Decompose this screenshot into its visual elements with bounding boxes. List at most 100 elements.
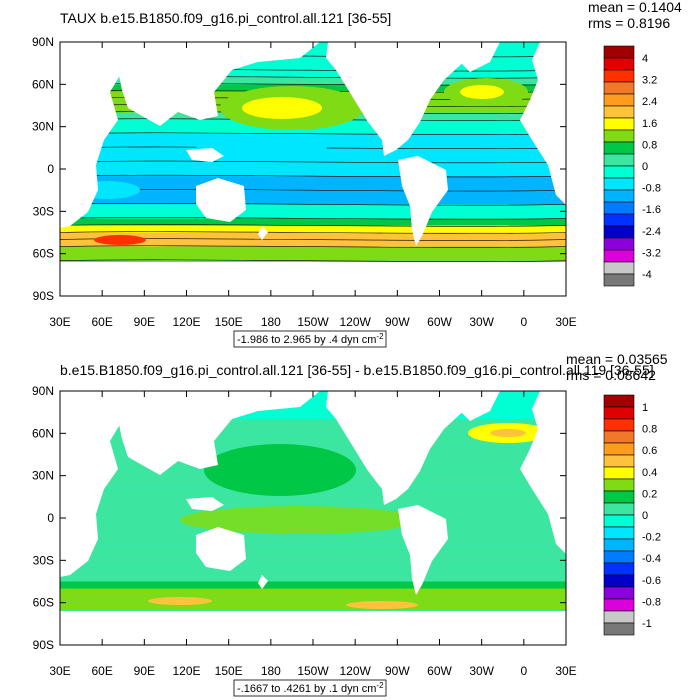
- colorbar-box: [603, 165, 635, 179]
- contour-line: [60, 217, 566, 220]
- x-tick-label: 60W: [427, 664, 452, 678]
- colorbar-box: [603, 526, 635, 540]
- field-band: [60, 246, 566, 261]
- field-band: [60, 147, 566, 162]
- colorbar-box: [603, 153, 635, 167]
- colorbar-label: 0: [642, 161, 648, 173]
- y-tick-label: 30N: [32, 469, 54, 483]
- colorbar-box: [603, 117, 635, 131]
- y-tick-label: 30S: [33, 553, 54, 567]
- x-tick-label: 120W: [339, 664, 371, 678]
- panel-2-y-tick-labels: 90N 60N 30N 0 30S 60S 90S: [32, 384, 54, 652]
- colorbar-box: [603, 394, 635, 408]
- colorbar-box: [603, 490, 635, 504]
- x-tick-label: 150W: [297, 315, 329, 329]
- colorbar-label: 0.4: [642, 467, 657, 479]
- panel-2: b.e15.B1850.f09_g16.pi_control.all.121 […: [32, 351, 668, 697]
- y-tick-label: 90N: [32, 384, 54, 398]
- colorbar-box: [603, 586, 635, 600]
- field-band: [60, 204, 566, 219]
- panel-2-title: b.e15.B1850.f09_g16.pi_control.all.121 […: [60, 362, 654, 378]
- field-band: [60, 602, 566, 610]
- panel-2-contour-unit-exp: -2: [376, 681, 384, 690]
- x-tick-label: 0: [520, 664, 527, 678]
- panel-1-rms: rms = 0.8196: [588, 15, 670, 31]
- colorbar-label: 0: [642, 510, 648, 522]
- colorbar-box: [603, 45, 635, 59]
- contour-line: [60, 245, 566, 248]
- panel-2-rms: rms = 0.08642: [566, 367, 656, 383]
- colorbar-label: -1: [642, 618, 652, 630]
- panel-1-nh-pacific-jet-core: [242, 97, 322, 119]
- contour-line: [60, 231, 566, 234]
- x-tick-label: 120E: [172, 664, 200, 678]
- x-tick-label: 180: [261, 664, 281, 678]
- colorbar-box: [603, 141, 635, 155]
- x-tick-label: 60W: [427, 315, 452, 329]
- colorbar-box: [603, 225, 635, 239]
- panel-2-x-tick-labels: 30E 60E 90E 120E 150E 180 150W 120W 90W 60W 30W 0 30…: [49, 664, 576, 678]
- colorbar-box: [603, 93, 635, 107]
- colorbar-label: -0.6: [642, 575, 661, 587]
- field-band: [60, 588, 566, 596]
- x-tick-label: 30E: [49, 315, 70, 329]
- contour-line: [60, 259, 566, 262]
- colorbar-label: -0.8: [642, 183, 661, 195]
- x-tick-label: 90W: [385, 664, 410, 678]
- field-band: [60, 581, 566, 589]
- field-band: [60, 232, 566, 240]
- panel-1-contour-unit-exp: -2: [376, 332, 384, 341]
- colorbar-box: [603, 57, 635, 71]
- x-tick-label: 30E: [555, 315, 576, 329]
- panel-1-y-tick-labels: 90N 60N 30N 0 30S 60S 90S: [32, 35, 54, 303]
- panel-1-so-core: [94, 235, 146, 245]
- x-tick-label: 60E: [91, 664, 112, 678]
- y-tick-label: 60N: [32, 77, 54, 91]
- panel-1-axis-ticks: [59, 41, 567, 297]
- field-band: [60, 546, 566, 568]
- x-tick-label: 180: [261, 315, 281, 329]
- colorbar-label: 4: [642, 53, 648, 65]
- colorbar-box: [603, 454, 635, 468]
- field-band: [60, 239, 566, 247]
- colorbar-box: [603, 610, 635, 624]
- colorbar-box: [603, 237, 635, 251]
- y-tick-label: 90S: [33, 289, 54, 303]
- y-tick-label: 90N: [32, 35, 54, 49]
- colorbar-label: 0.8: [642, 424, 657, 436]
- panel-1-x-tick-labels: 30E 60E 90E 120E 150E 180 150W 120W 90W 60W 30W 0 30…: [49, 315, 576, 329]
- panel-2-pacific-green: [204, 444, 356, 496]
- field-band: [60, 225, 566, 233]
- panel-2-contour-note-text: -.1667 to .4261 by .1 dyn cm: [237, 683, 376, 695]
- colorbar-box: [603, 442, 635, 456]
- svg-text:-.1667 to .4261 by .1 dyn cm-2: -.1667 to .4261 by .1 dyn cm-2: [237, 681, 384, 696]
- x-tick-label: 30E: [49, 664, 70, 678]
- contour-line: [60, 160, 566, 164]
- colorbar-box: [603, 273, 635, 287]
- colorbar-box: [603, 69, 635, 83]
- y-tick-label: 0: [47, 511, 54, 525]
- colorbar-box: [603, 622, 635, 636]
- colorbar-box: [603, 249, 635, 263]
- x-tick-label: 150W: [297, 664, 329, 678]
- x-tick-label: 120W: [339, 315, 371, 329]
- x-tick-label: 30E: [555, 664, 576, 678]
- colorbar-label: 0.6: [642, 445, 657, 457]
- field-band: [60, 426, 566, 434]
- panel-2-atlantic-positive-core: [490, 429, 526, 437]
- colorbar-box: [603, 598, 635, 612]
- y-tick-label: 30S: [33, 204, 54, 218]
- svg-text:-1.986 to 2.965 by .4 dyn cm-2: -1.986 to 2.965 by .4 dyn cm-2: [237, 332, 384, 347]
- colorbar-label: -4: [642, 269, 652, 281]
- y-tick-label: 60S: [33, 247, 54, 261]
- colorbar-label: -0.8: [642, 596, 661, 608]
- colorbar-box: [603, 430, 635, 444]
- colorbar-box: [603, 562, 635, 576]
- panel-1-map: [60, 42, 566, 296]
- panel-1-contour-note: -1.986 to 2.965 by .4 dyn cm-2: [233, 330, 387, 348]
- field-band: [60, 218, 566, 226]
- colorbar-label: 3.2: [642, 75, 657, 87]
- y-tick-label: 60S: [33, 596, 54, 610]
- colorbar-label: -0.4: [642, 553, 661, 565]
- colorbar-label: -0.2: [642, 532, 661, 544]
